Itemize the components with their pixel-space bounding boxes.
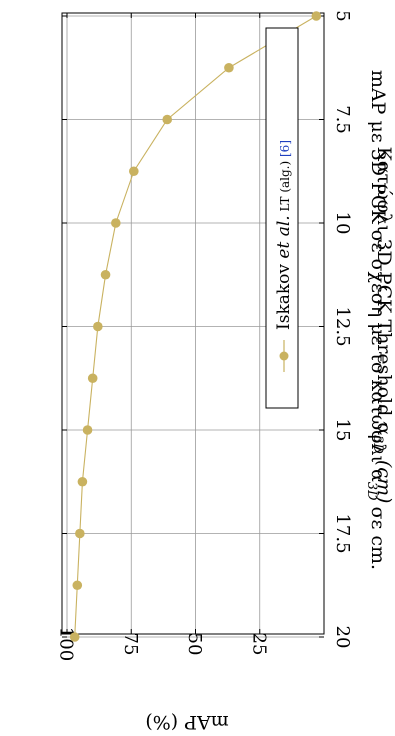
y-tick-label: 50 bbox=[184, 633, 205, 656]
data-point bbox=[87, 373, 98, 384]
y-tick-label: 75 bbox=[120, 633, 141, 656]
data-point bbox=[224, 62, 234, 73]
legend-box bbox=[265, 27, 299, 409]
legend-label: Iskakov et al. LT (alg.) [6] bbox=[274, 140, 294, 330]
data-point bbox=[93, 321, 103, 332]
chart-title: mAP με 3D PCK σε σχέση με το κατώφλι α3D… bbox=[364, 70, 389, 570]
y-tick-label: 100 bbox=[56, 627, 77, 661]
data-point bbox=[69, 632, 80, 642]
data-point bbox=[162, 114, 173, 125]
legend-marker bbox=[279, 351, 289, 361]
x-tick-label: 15 bbox=[332, 419, 353, 442]
x-tick-label: 10 bbox=[332, 212, 353, 235]
data-point bbox=[311, 11, 322, 21]
x-tick-label: 20 bbox=[332, 626, 353, 649]
plot-area: 5 7.5 10 12.5 15 17.5 20 25 50 75 100 bbox=[56, 10, 353, 661]
x-tick-label: 12.5 bbox=[332, 306, 353, 346]
x-tick-label: 7.5 bbox=[332, 105, 353, 134]
x-axis-label: Κατώφλι 3D PCK Threshold α3D (cm) bbox=[370, 147, 395, 504]
data-point bbox=[82, 425, 93, 435]
x-tick-label: 17.5 bbox=[332, 513, 353, 553]
data-point bbox=[129, 166, 139, 177]
y-axis-label: mAP (%) bbox=[145, 711, 228, 733]
data-point bbox=[100, 269, 111, 280]
x-tick-label: 5 bbox=[332, 10, 353, 21]
data-point bbox=[111, 218, 121, 228]
data-point bbox=[72, 580, 83, 591]
data-point bbox=[75, 528, 85, 539]
legend: Iskakov et al. LT (alg.) [6] bbox=[265, 27, 299, 409]
y-tick-label: 25 bbox=[248, 633, 269, 656]
plot-frame bbox=[61, 12, 325, 635]
data-point bbox=[77, 476, 88, 487]
